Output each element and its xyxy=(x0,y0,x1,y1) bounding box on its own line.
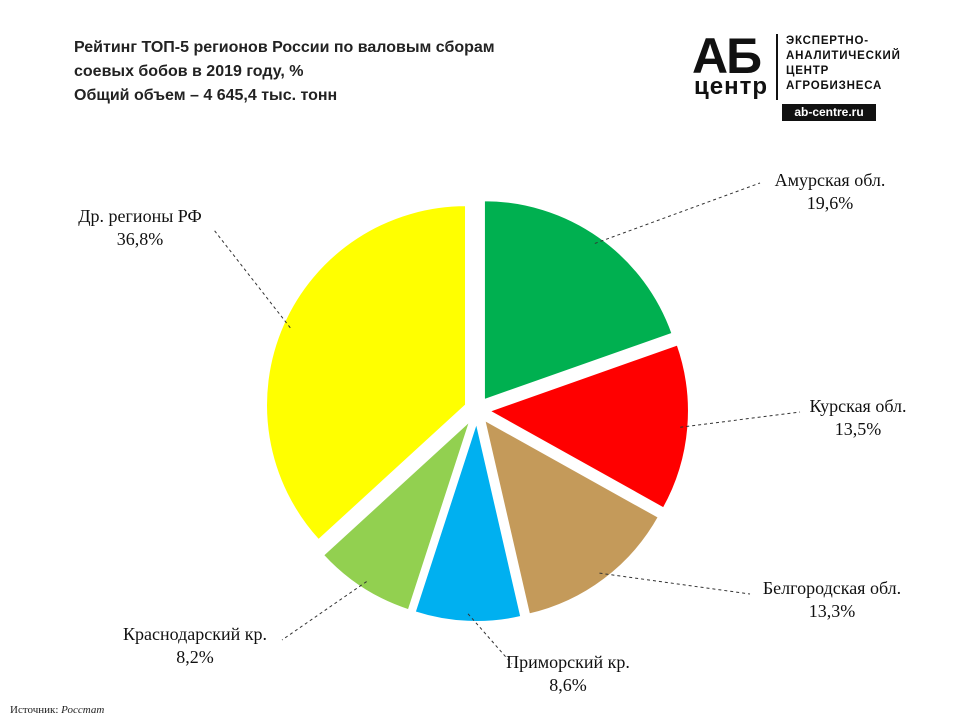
pie-slice-5 xyxy=(321,416,473,612)
slice-label-value-3: 13,3% xyxy=(809,601,856,621)
pie-slice-1 xyxy=(482,199,674,402)
leader-line-4 xyxy=(467,613,513,665)
slice-label-name-5: Краснодарский кр. xyxy=(123,624,267,644)
leader-line-5 xyxy=(281,581,367,641)
slice-label-value-2: 13,5% xyxy=(835,419,882,439)
slice-label-name-1: Амурская обл. xyxy=(775,170,886,190)
pie-slice-6 xyxy=(265,204,468,542)
source-value: Росстат xyxy=(61,704,105,716)
leader-line-1 xyxy=(594,182,761,244)
pie-slice-2 xyxy=(486,343,690,510)
slice-label-name-4: Приморский кр. xyxy=(506,652,630,672)
title-line-3: Общий объем – 4 645,4 тыс. тонн xyxy=(74,87,338,104)
logo-ab-letters: АБ xyxy=(692,28,762,84)
logo-divider xyxy=(776,34,778,100)
pie-slice-4 xyxy=(413,418,523,623)
leader-line-3 xyxy=(599,572,751,595)
leader-line-2 xyxy=(680,411,801,428)
logo-caption: ЭКСПЕРТНО- АНАЛИТИЧЕСКИЙ ЦЕНТР АГРОБИЗНЕ… xyxy=(786,34,901,94)
slice-label-name-6: Др. регионы РФ xyxy=(78,206,201,226)
logo-caption-line-4: АГРОБИЗНЕСА xyxy=(786,80,883,92)
logo-caption-line-1: ЭКСПЕРТНО- xyxy=(786,35,869,47)
chart-title: Рейтинг ТОП-5 регионов России по валовым… xyxy=(74,36,495,108)
logo-center-word: центр xyxy=(694,73,769,100)
title-line-1: Рейтинг ТОП-5 регионов России по валовым… xyxy=(74,39,495,56)
logo-url: ab-centre.ru xyxy=(782,104,876,121)
slice-label-name-3: Белгородская обл. xyxy=(763,578,901,598)
ab-centre-logo: АБ центр ЭКСПЕРТНО- АНАЛИТИЧЕСКИЙ ЦЕНТР … xyxy=(690,28,940,124)
logo-caption-line-3: ЦЕНТР xyxy=(786,65,830,77)
slice-label-value-5: 8,2% xyxy=(176,647,214,667)
source-note: Источник: Росстат xyxy=(10,704,104,716)
source-label: Источник: xyxy=(10,704,59,716)
slice-label-value-6: 36,8% xyxy=(117,229,164,249)
slice-label-value-1: 19,6% xyxy=(807,193,854,213)
pie-slice-3 xyxy=(482,417,661,616)
slice-label-name-2: Курская обл. xyxy=(809,396,906,416)
pie-slices xyxy=(265,199,690,623)
leader-line-6 xyxy=(213,229,291,329)
pie-labels: Амурская обл. 19,6% Курская обл. 13,5% Белго… xyxy=(78,170,906,695)
pie-leader-lines xyxy=(213,182,801,665)
slice-label-value-4: 8,6% xyxy=(549,675,587,695)
logo-caption-line-2: АНАЛИТИЧЕСКИЙ xyxy=(786,50,901,62)
title-line-2: соевых бобов в 2019 году, % xyxy=(74,63,304,80)
